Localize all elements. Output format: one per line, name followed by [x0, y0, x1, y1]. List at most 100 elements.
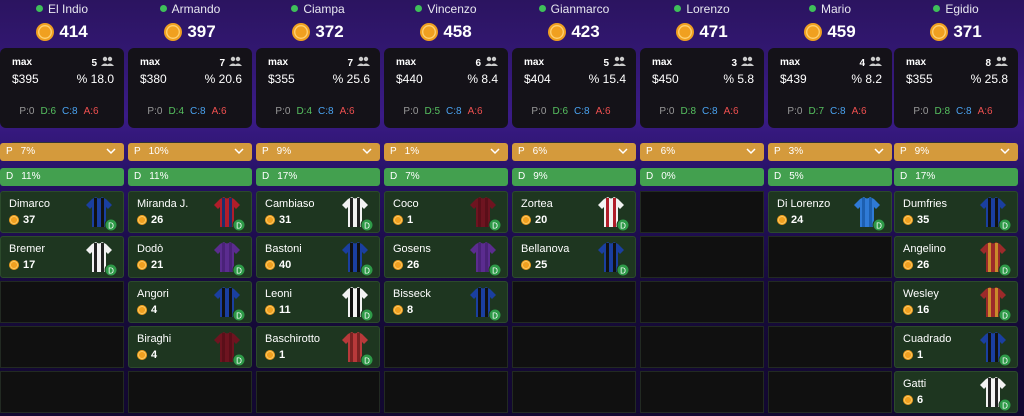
count-value: 6: [477, 106, 483, 117]
p-bar[interactable]: P 10%: [128, 143, 252, 161]
status-dot: [159, 5, 167, 12]
percent: % 5.8: [723, 72, 754, 86]
empty-slot: [640, 326, 764, 368]
p-pct: 9%: [914, 146, 930, 157]
p-bar[interactable]: P 3%: [768, 143, 892, 161]
credits: 414: [0, 22, 124, 42]
count-value: 0: [668, 106, 675, 117]
player-card[interactable]: Zortea 20 D: [512, 191, 636, 233]
role-badge: D: [1002, 222, 1008, 231]
p-bar[interactable]: P 1%: [384, 143, 508, 161]
player-card[interactable]: Gatti 6 D: [894, 371, 1018, 413]
coin-icon: [676, 23, 695, 41]
player-price: 26: [903, 259, 929, 271]
kit-icon: D: [980, 242, 1011, 276]
slots: 5: [603, 56, 626, 69]
player-card[interactable]: Cambiaso 31 D: [256, 191, 380, 233]
p-bar[interactable]: P 9%: [256, 143, 380, 161]
price-value: 24: [791, 214, 804, 226]
role-badge: D: [1002, 402, 1008, 411]
slots-value: 4: [859, 58, 865, 69]
coin-icon: [903, 395, 913, 405]
d-bar-text: D 17%: [900, 168, 943, 186]
count-value: 8: [456, 106, 462, 117]
stats-card: max 8 $355% 25.8 P:0 D:8 C:8 A:6: [894, 48, 1018, 143]
p-bar-text: P 7%: [6, 143, 43, 161]
status-dot: [674, 5, 682, 12]
p-bar[interactable]: P 6%: [512, 143, 636, 161]
player-card[interactable]: Di Lorenzo 24 D: [768, 191, 892, 233]
coin-icon: [903, 305, 913, 315]
player-card[interactable]: Bastoni 40 D: [256, 236, 380, 278]
player-price: 4: [137, 304, 157, 316]
d-bar-text: D 9%: [518, 168, 556, 186]
player-name: Cuadrado: [903, 333, 952, 345]
player-price: 20: [521, 214, 547, 226]
player-card[interactable]: Angori 4 D: [128, 281, 252, 323]
d-role: D: [774, 171, 782, 182]
player-card[interactable]: Angelino 26 D: [894, 236, 1018, 278]
count-value: 6: [50, 106, 56, 117]
p-bar[interactable]: P 6%: [640, 143, 764, 161]
player-name: Dimarco: [9, 198, 50, 210]
p-pct: 7%: [20, 146, 36, 157]
p-bar[interactable]: P 7%: [0, 143, 124, 161]
count-value: 6: [605, 106, 611, 117]
player-card[interactable]: Baschirotto 1 D: [256, 326, 380, 368]
role-badge: D: [1002, 267, 1008, 276]
max-label: max: [396, 57, 417, 68]
player-card[interactable]: Bremer 17 D: [0, 236, 124, 278]
divider: [140, 142, 240, 143]
player-card[interactable]: Cuadrado 1 D: [894, 326, 1018, 368]
player-card[interactable]: Dimarco 37 D: [0, 191, 124, 233]
count-label: C:: [956, 106, 966, 117]
max-bid: $404: [524, 72, 551, 86]
player-card[interactable]: Gosens 26 D: [384, 236, 508, 278]
player-card[interactable]: Dodò 21 D: [128, 236, 252, 278]
divider: [652, 142, 752, 143]
player-price: 1: [903, 349, 923, 361]
name-text: Armando: [171, 2, 221, 16]
player-card[interactable]: Miranda J. 26 D: [128, 191, 252, 233]
percent: % 20.6: [204, 72, 242, 86]
credits-value: 458: [443, 22, 472, 41]
player-card[interactable]: Bisseck 8 D: [384, 281, 508, 323]
divider: [780, 142, 880, 143]
kit-icon: D: [980, 197, 1011, 231]
player-price: 25: [521, 259, 547, 271]
p-bar-text: P 6%: [518, 143, 555, 161]
player-card[interactable]: Leoni 11 D: [256, 281, 380, 323]
max-bid: $439: [780, 72, 807, 86]
p-bar[interactable]: P 9%: [894, 143, 1018, 161]
player-card[interactable]: Dumfries 35 D: [894, 191, 1018, 233]
status-dot: [933, 5, 941, 12]
count-label: D:: [40, 106, 51, 117]
player-card[interactable]: Bellanova 25 D: [512, 236, 636, 278]
role-badge: D: [108, 222, 114, 231]
player-name: Dodò: [137, 243, 164, 255]
count-label: P:: [275, 106, 285, 117]
empty-slot: [640, 236, 764, 278]
player-price: 40: [265, 259, 291, 271]
percent: % 8.4: [467, 72, 498, 86]
count-label: C:: [190, 106, 200, 117]
d-pct: 0%: [661, 171, 676, 182]
manager-column: Gianmarco 423 max 5 $404% 15.4 P:0 D:6 C:8 A:6 P 6…: [512, 0, 636, 416]
role-counts: P:0 D:6 C:8 A:6: [512, 106, 636, 117]
player-card[interactable]: Biraghi 4 D: [128, 326, 252, 368]
player-name: Biraghi: [137, 333, 172, 345]
coin-icon: [777, 215, 787, 225]
slots: 8: [985, 56, 1008, 69]
count-label: A:: [977, 106, 988, 117]
role-badge: D: [1002, 312, 1008, 321]
player-card[interactable]: Wesley 16 D: [894, 281, 1018, 323]
coin-icon: [292, 23, 311, 41]
manager-name: Lorenzo: [640, 2, 764, 16]
empty-slot: [384, 326, 508, 368]
kit-icon: D: [598, 197, 629, 231]
player-name: Coco: [393, 198, 419, 210]
player-card[interactable]: Coco 1 D: [384, 191, 508, 233]
count-value: 8: [944, 106, 950, 117]
count-value: 0: [922, 106, 929, 117]
